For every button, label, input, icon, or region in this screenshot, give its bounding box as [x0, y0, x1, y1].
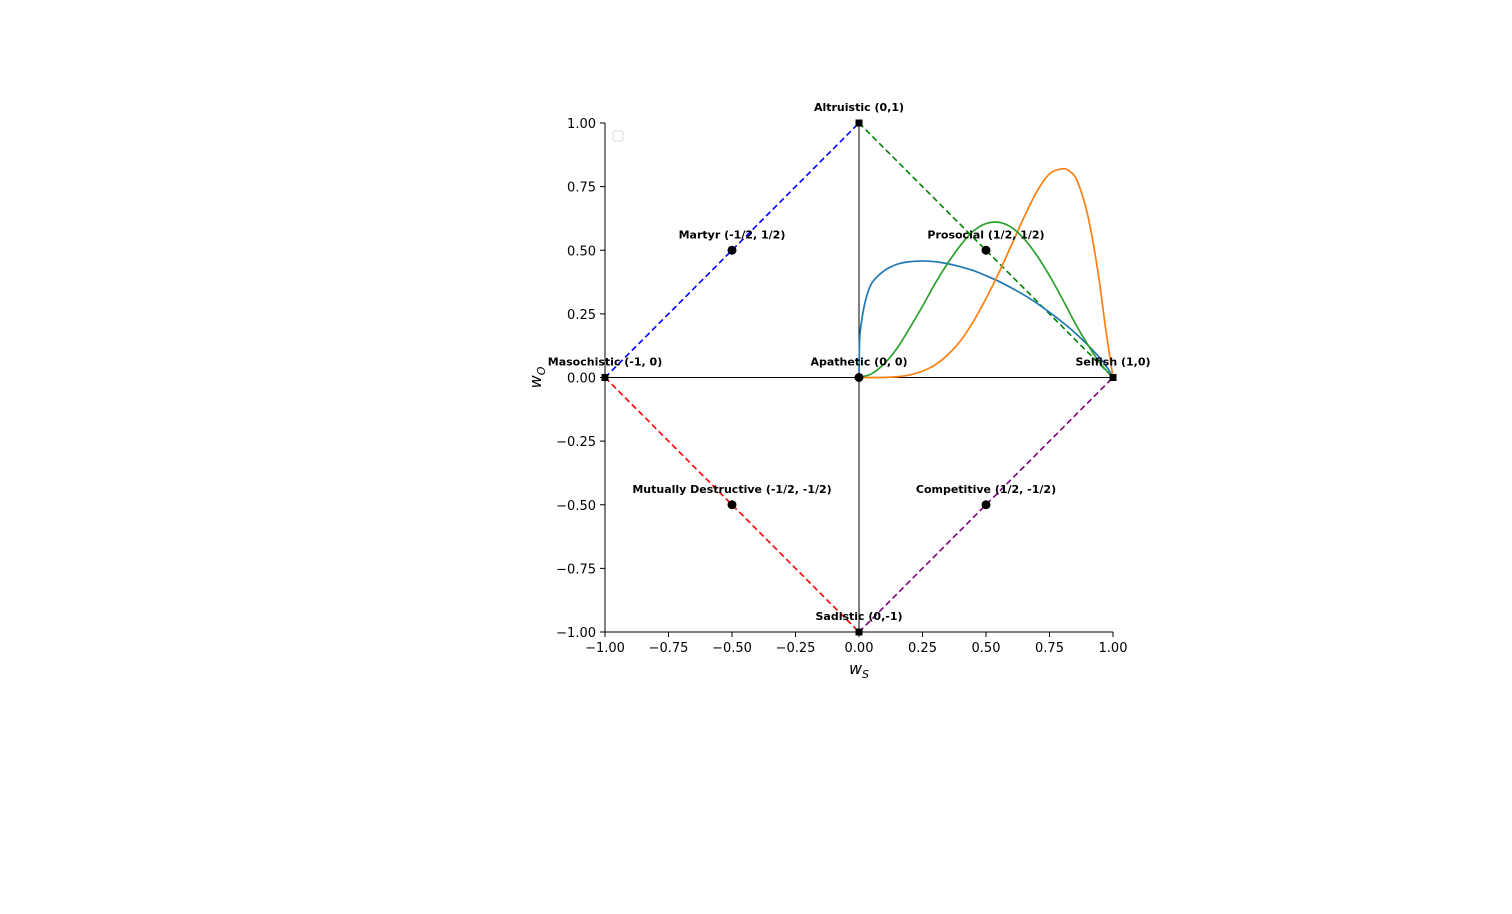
point-label-2: Prosocial (1/2, 1/2)	[927, 228, 1044, 241]
x-tick-label-4: 0.00	[845, 641, 874, 656]
point-label-7: Competitive (1/2, -1/2)	[916, 483, 1056, 496]
x-tick-label-0: −1.00	[585, 641, 625, 656]
y-tick-label-1: −0.75	[556, 562, 596, 577]
x-axis-title-sub: S	[862, 668, 869, 681]
point-marker-1	[727, 245, 737, 255]
y-tick-label-7: 0.75	[567, 181, 596, 196]
series-curve-1	[858, 167, 1114, 379]
point-marker-6	[727, 500, 737, 510]
point-label-5: Selfish (1,0)	[1075, 356, 1150, 369]
diamond-edge-0	[604, 122, 860, 379]
y-tick-label-4: 0.00	[567, 372, 596, 387]
x-tick-label-6: 0.50	[972, 641, 1001, 656]
diamond-edge-2	[604, 376, 860, 633]
series-curve-2	[858, 221, 1114, 379]
y-tick-label-8: 1.00	[567, 117, 596, 132]
point-marker-7	[981, 500, 991, 510]
y-axis-title-main: w	[526, 374, 545, 388]
diamond-edges	[604, 122, 1114, 633]
x-tick-label-2: −0.50	[712, 641, 752, 656]
point-marker-2	[981, 245, 991, 255]
x-tick-label-7: 0.75	[1035, 641, 1064, 656]
legend	[612, 130, 624, 142]
point-label-8: Sadistic (0,-1)	[815, 610, 902, 623]
x-tick-label-5: 0.25	[908, 641, 937, 656]
x-axis-title-main: w	[849, 659, 863, 678]
labeled-points: Altruistic (0,1) Martyr (-1/2, 1/2) Prosoc…	[548, 101, 1151, 636]
point-marker-5	[1109, 374, 1117, 381]
y-tick-label-2: −0.50	[556, 499, 596, 514]
diamond-edge-3	[858, 376, 1114, 633]
diamond-edge-1	[858, 122, 1114, 379]
y-tick-label-0: −1.00	[556, 626, 596, 641]
point-marker-4	[854, 373, 864, 382]
point-label-1: Martyr (-1/2, 1/2)	[679, 228, 786, 241]
x-axis-title: wS	[849, 659, 869, 681]
x-tick-label-8: 1.00	[1099, 641, 1128, 656]
series-curves	[858, 167, 1114, 379]
y-tick-label-3: −0.25	[556, 435, 596, 450]
y-tick-label-6: 0.50	[567, 244, 596, 259]
legend-box	[612, 130, 624, 142]
x-tick-label-1: −0.75	[649, 641, 689, 656]
y-tick-label-5: 0.25	[567, 308, 596, 323]
series-curve-0	[858, 260, 1114, 378]
point-label-0: Altruistic (0,1)	[814, 101, 904, 114]
tick-labels: −1.00 −0.75 −0.50 −0.25 0.00 0.25 0.50 0.75 1.00…	[556, 117, 1127, 656]
x-tick-label-3: −0.25	[776, 641, 816, 656]
y-axis-title-sub: O	[535, 366, 548, 375]
y-axis-title: wO	[526, 366, 548, 388]
point-label-4: Apathetic (0, 0)	[810, 356, 907, 369]
point-marker-0	[855, 119, 863, 127]
point-label-6: Mutually Destructive (-1/2, -1/2)	[632, 483, 831, 496]
